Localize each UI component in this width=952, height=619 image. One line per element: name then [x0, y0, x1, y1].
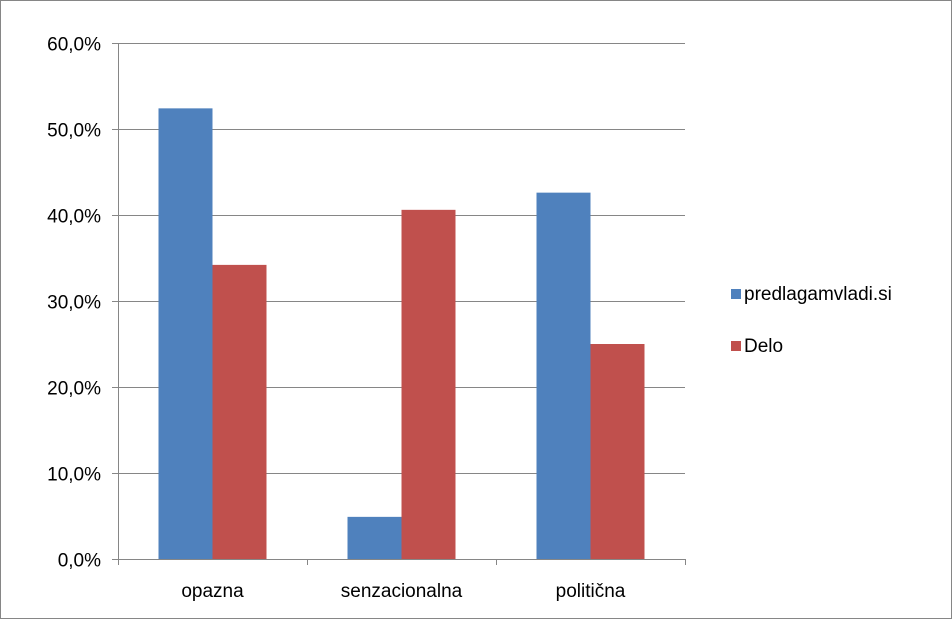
legend-swatch [731, 341, 741, 351]
y-tick-label: 0,0% [58, 551, 101, 572]
y-tick-label: 10,0% [47, 465, 101, 486]
y-axis-ticks: 0,0% 10,0% 20,0% 30,0% 40,0% 50,0% 60,0% [47, 35, 119, 572]
bars [158, 108, 645, 560]
legend-label: Delo [744, 336, 783, 357]
x-category-label: politična [556, 581, 626, 602]
legend: predlagamvladi.si Delo [731, 284, 892, 357]
bar-senzacionalna-series-2 [401, 209, 456, 559]
y-tick-label: 40,0% [47, 207, 101, 228]
bar-opazna-series-1 [158, 108, 213, 560]
y-tick-label: 20,0% [47, 379, 101, 400]
y-tick-label: 50,0% [47, 121, 101, 142]
x-category-label: opazna [181, 581, 244, 602]
legend-swatch [731, 289, 741, 299]
y-tick-label: 60,0% [47, 35, 101, 56]
bar-senzacionalna-series-1 [347, 516, 402, 559]
bar-politična-series-2 [590, 344, 645, 559]
bar-opazna-series-2 [212, 264, 267, 559]
x-axis: opazna senzacionalna politična [118, 559, 686, 602]
y-tick-label: 30,0% [47, 293, 101, 314]
legend-label: predlagamvladi.si [744, 284, 892, 305]
bar-politična-series-1 [536, 192, 591, 559]
x-category-label: senzacionalna [341, 581, 463, 602]
